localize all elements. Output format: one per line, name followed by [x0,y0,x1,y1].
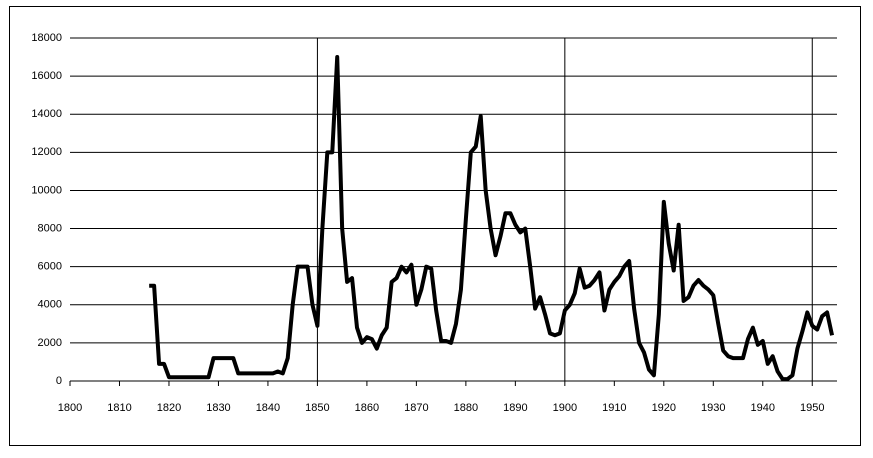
x-tick-label: 1820 [157,402,181,414]
y-tick-label: 10000 [31,184,62,196]
x-tick-label: 1950 [800,402,824,414]
y-tick-label: 18000 [31,32,62,44]
y-tick-label: 12000 [31,146,62,158]
x-tick-label: 1890 [503,402,527,414]
x-tick-label: 1850 [305,402,329,414]
x-tick-label: 1900 [553,402,577,414]
x-tick-label: 1910 [602,402,626,414]
x-tick-label: 1880 [454,402,478,414]
x-tick-label: 1830 [206,402,230,414]
data-line [149,55,835,382]
y-tick-label: 6000 [38,261,62,273]
x-tick-label: 1940 [751,402,775,414]
x-tick-label: 1860 [355,402,379,414]
y-tick-label: 14000 [31,108,62,120]
x-tick-label: 1930 [701,402,725,414]
x-tick-label: 1840 [256,402,280,414]
x-tick-label: 1810 [107,402,131,414]
x-tick-label: 1920 [652,402,676,414]
y-tick-label: 4000 [38,299,62,311]
y-tick-label: 8000 [38,222,62,234]
x-tick-label: 1870 [404,402,428,414]
y-tick-label: 16000 [31,70,62,82]
x-tick-label: 1800 [58,402,82,414]
frame [9,6,861,446]
y-tick-label: 2000 [38,337,62,349]
y-tick-label: 0 [56,375,62,387]
